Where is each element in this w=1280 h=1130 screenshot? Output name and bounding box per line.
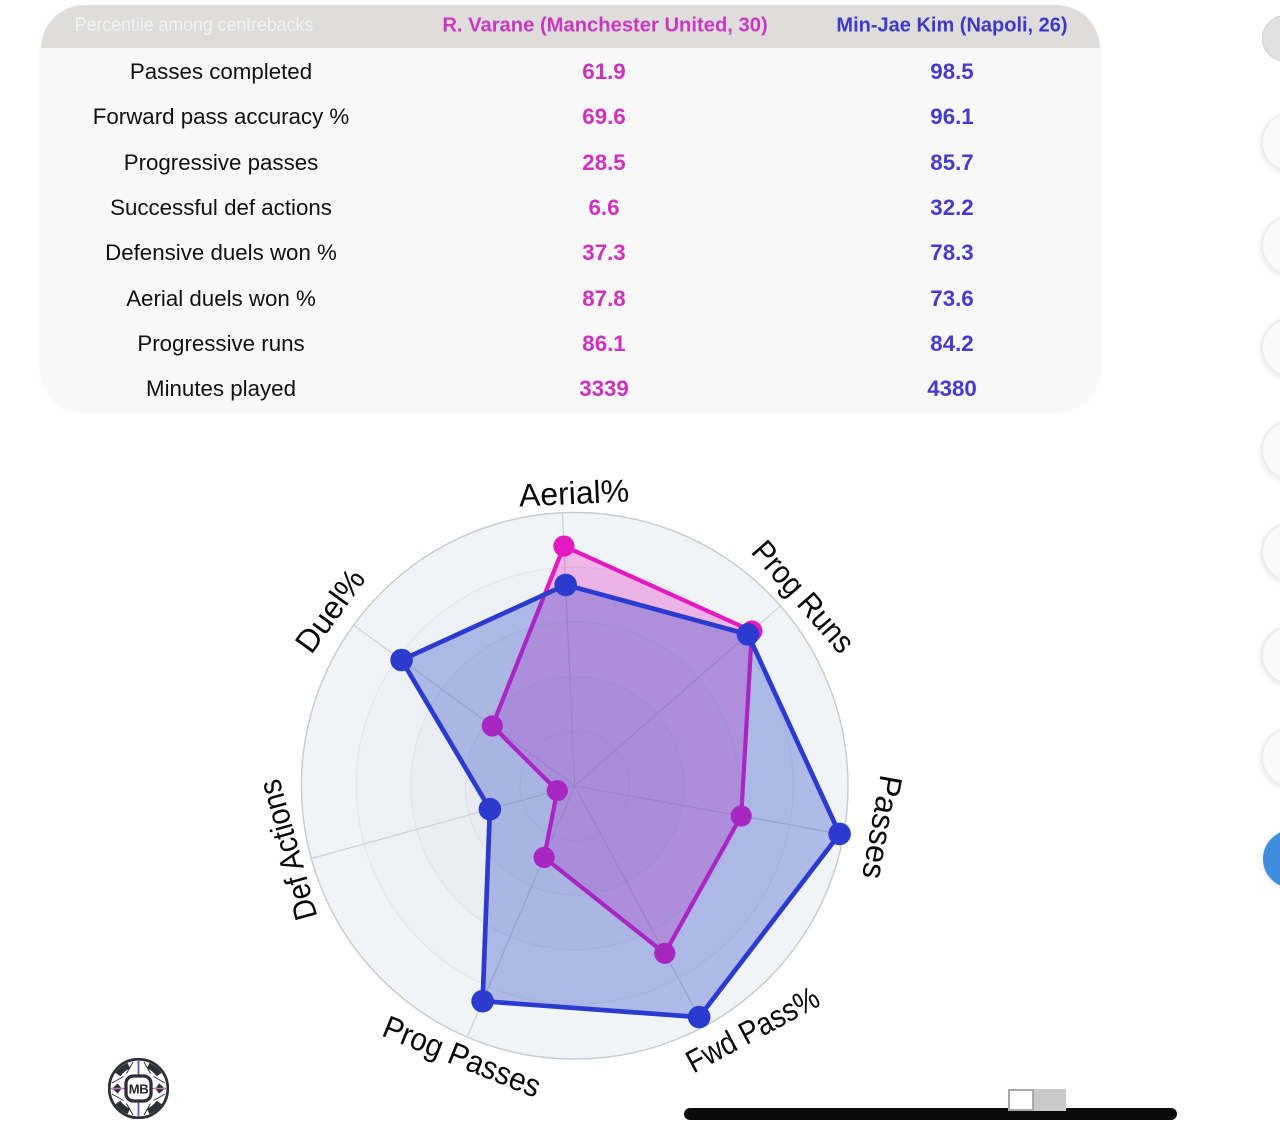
svg-text:Passes: Passes xyxy=(855,772,909,882)
svg-text:Aerial%: Aerial% xyxy=(518,473,630,514)
svg-text:MB: MB xyxy=(129,1081,149,1096)
